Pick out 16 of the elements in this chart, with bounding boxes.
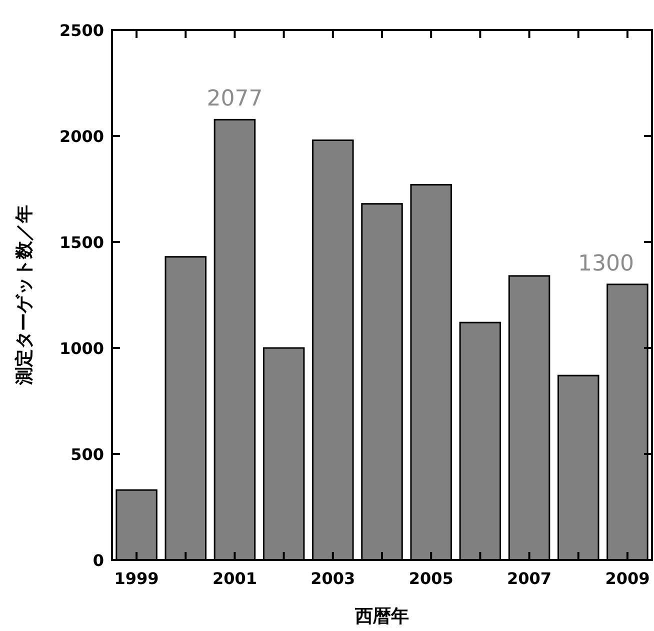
y-tick-label: 2000: [59, 127, 104, 146]
x-tick-label: 1999: [114, 569, 159, 588]
y-tick-label: 1000: [59, 339, 104, 358]
y-tick-label: 2500: [59, 21, 104, 40]
x-tick-label: 2003: [310, 569, 356, 588]
data-label: 2077: [206, 86, 263, 112]
y-tick-label: 500: [70, 445, 104, 464]
y-tick-label: 1500: [59, 233, 104, 252]
y-tick-label: 0: [92, 551, 104, 570]
x-axis-title: 西暦年: [354, 606, 409, 627]
data-label: 1300: [578, 251, 634, 276]
x-tick-label: 2005: [408, 569, 454, 588]
x-tick-label: 2001: [212, 569, 257, 588]
x-tick-label: 2009: [605, 569, 650, 588]
y-axis-title: 測定ターゲット数／年: [14, 205, 35, 386]
x-tick-label: 2007: [507, 569, 552, 588]
